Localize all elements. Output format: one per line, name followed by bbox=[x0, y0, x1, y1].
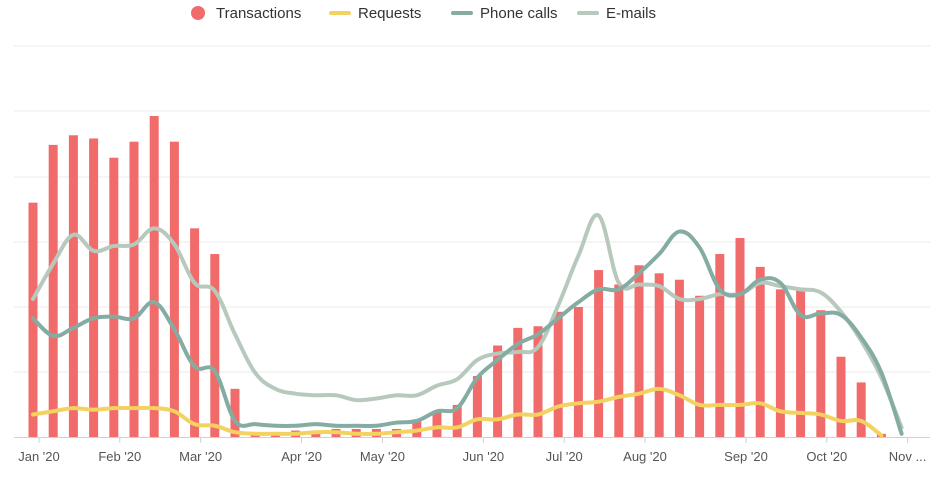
x-axis: Jan '20 Feb '20 Mar '20 Apr '20 May '20 Jun '… bbox=[14, 437, 930, 464]
transactions-bar bbox=[48, 144, 58, 437]
transactions-bar bbox=[836, 356, 846, 437]
legend-requests: Requests bbox=[329, 5, 421, 22]
legend-label: Requests bbox=[358, 5, 421, 22]
transactions-bar bbox=[190, 228, 200, 437]
legend-label: Phone calls bbox=[480, 5, 558, 22]
transactions-bar bbox=[695, 295, 705, 437]
transactions-bar bbox=[472, 376, 482, 437]
transactions-bar bbox=[594, 270, 604, 437]
transactions-bar bbox=[513, 327, 523, 437]
transactions-bar bbox=[816, 310, 826, 437]
legend-transactions: Transactions bbox=[191, 5, 301, 22]
grid-lines bbox=[14, 45, 930, 373]
x-tick-label: Sep '20 bbox=[724, 449, 768, 464]
transactions-bar bbox=[210, 254, 220, 437]
transactions-bar bbox=[68, 135, 78, 437]
transactions-bar bbox=[573, 307, 583, 437]
x-tick-label: Mar '20 bbox=[179, 449, 222, 464]
transactions-bar bbox=[775, 289, 785, 437]
transactions-bar bbox=[169, 141, 179, 437]
x-tick-label: Feb '20 bbox=[98, 449, 141, 464]
transactions-bar bbox=[735, 237, 745, 437]
legend-emails: E-mails bbox=[577, 5, 656, 22]
transactions-bar bbox=[553, 311, 563, 437]
transactions-bar bbox=[654, 273, 664, 437]
transactions-bar bbox=[614, 284, 624, 437]
transactions-bar bbox=[715, 254, 725, 437]
transactions-bar bbox=[149, 116, 159, 437]
transactions-bar bbox=[89, 138, 99, 437]
legend: Transactions Requests Phone calls E-mails bbox=[191, 5, 656, 22]
transactions-bar bbox=[452, 404, 462, 437]
transactions-bar bbox=[533, 326, 543, 437]
x-tick-label: May '20 bbox=[360, 449, 405, 464]
x-tick-label: Nov ... bbox=[889, 449, 927, 464]
transactions-bar bbox=[109, 157, 119, 438]
requests-line bbox=[31, 386, 884, 438]
transactions-bar bbox=[755, 266, 765, 437]
line-series-layer bbox=[31, 213, 904, 438]
transactions-bar bbox=[796, 287, 806, 437]
transactions-bar bbox=[634, 265, 644, 437]
bar-series-layer bbox=[28, 116, 886, 438]
transactions-bar bbox=[493, 345, 503, 437]
x-tick-label: Jun '20 bbox=[463, 449, 505, 464]
x-tick-label: Aug '20 bbox=[623, 449, 667, 464]
transactions-bar bbox=[674, 279, 684, 437]
transactions-bar bbox=[129, 141, 139, 437]
transactions-bar bbox=[432, 411, 442, 437]
phone-calls-line bbox=[31, 229, 904, 436]
x-tick-label: Apr '20 bbox=[281, 449, 322, 464]
legend-marker bbox=[191, 6, 205, 20]
transactions-bar bbox=[230, 388, 240, 437]
x-tick-label: Jan '20 bbox=[18, 449, 60, 464]
legend-phone-calls: Phone calls bbox=[451, 5, 558, 22]
legend-label: E-mails bbox=[606, 5, 656, 22]
emails-line bbox=[31, 213, 904, 430]
transactions-bar bbox=[412, 419, 422, 437]
transactions-bar bbox=[856, 382, 866, 437]
x-tick-label: Jul '20 bbox=[546, 449, 583, 464]
legend-label: Transactions bbox=[216, 5, 301, 22]
x-tick-label: Oct '20 bbox=[806, 449, 847, 464]
